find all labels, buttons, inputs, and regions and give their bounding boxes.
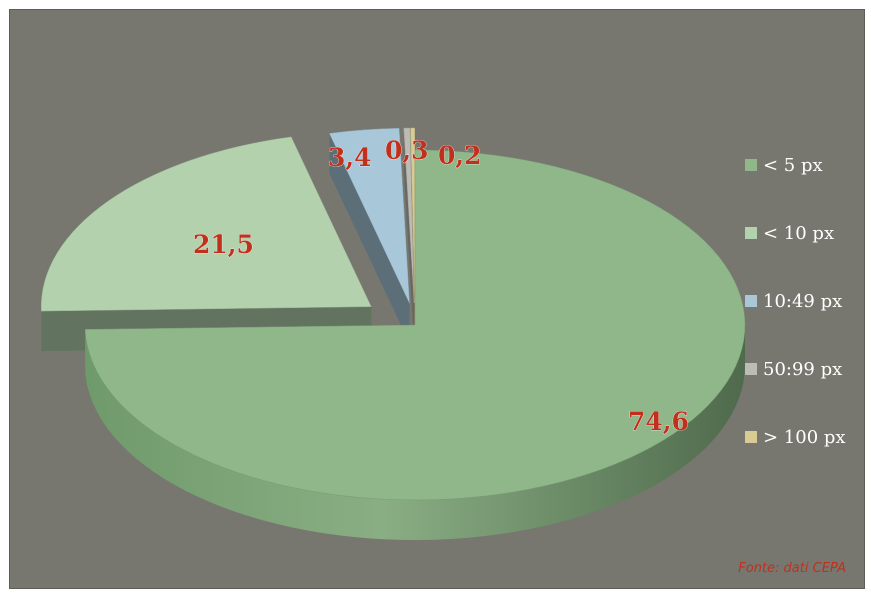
- legend-label: < 5 px: [763, 154, 823, 176]
- source-note: Fonte: dati CEPA: [738, 561, 846, 576]
- slice-cut-wall-50-99-px: [403, 128, 415, 344]
- legend-label: 10:49 px: [763, 290, 843, 312]
- pie-slice-100-px: [410, 127, 415, 304]
- legend-swatch: [745, 295, 757, 307]
- data-label-50-99-px: 0,3: [385, 136, 429, 165]
- data-label-10-px: 21,5: [193, 230, 254, 259]
- pie-slice-50-99-px: [403, 127, 415, 304]
- legend: < 5 px < 10 px 10:49 px 50:99 px > 100 px: [745, 155, 863, 495]
- data-label-5-px: 74,6: [628, 407, 689, 436]
- legend-item-10-49-px: 10:49 px: [745, 290, 863, 312]
- legend-swatch: [745, 227, 757, 239]
- pie-slice-5-px: [84, 149, 746, 501]
- data-label-100-px: 0,2: [438, 141, 482, 170]
- legend-item-50-99-px: 50:99 px: [745, 358, 863, 380]
- legend-label: > 100 px: [763, 426, 846, 448]
- pie-chart: 74,6 21,5 3,4 0,3 0,2: [41, 127, 746, 540]
- legend-swatch: [745, 159, 757, 171]
- legend-item-100-px: > 100 px: [745, 426, 863, 448]
- pie-slice-10-px: [41, 136, 372, 312]
- legend-swatch: [745, 431, 757, 443]
- pie-slice-10-49-px: [329, 128, 410, 304]
- legend-item-5-px: < 5 px: [745, 154, 863, 176]
- legend-label: < 10 px: [763, 222, 835, 244]
- legend-item-10-px: < 10 px: [745, 222, 863, 244]
- data-label-10-49-px: 3,4: [328, 143, 372, 172]
- legend-swatch: [745, 363, 757, 375]
- legend-label: 50:99 px: [763, 358, 843, 380]
- chart-area: 74,6 21,5 3,4 0,3 0,2 < 5 px < 10 px 10:49 px 5…: [9, 9, 865, 589]
- slice-side-5-px: [85, 325, 745, 540]
- slice-cut-wall-10-49-px: [329, 133, 410, 344]
